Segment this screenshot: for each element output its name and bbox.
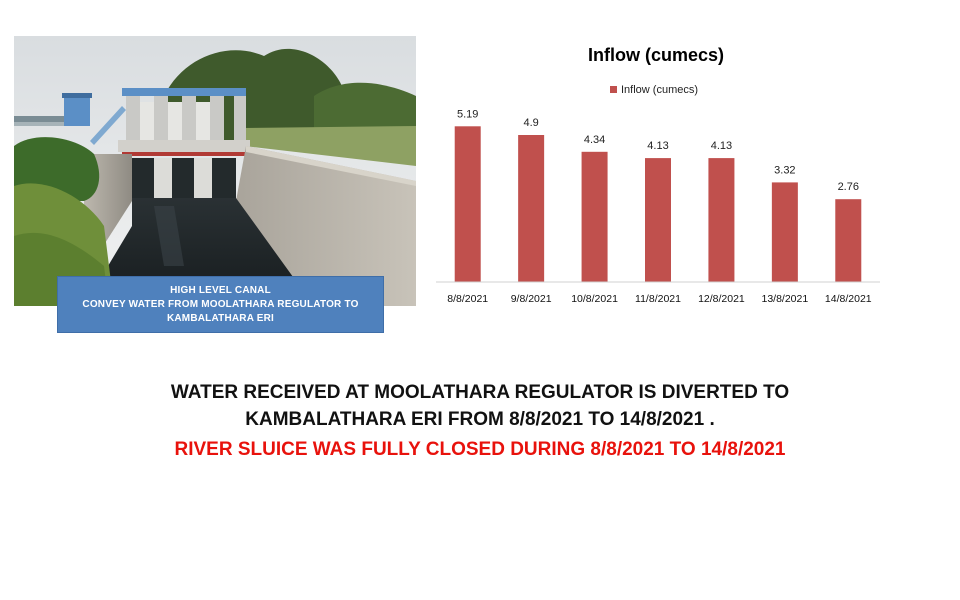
message-block: WATER RECEIVED AT MOOLATHARA REGULATOR I…: [0, 379, 960, 433]
bar-value-label-3: 4.34: [584, 134, 605, 146]
x-tick-label-5: 12/8/2021: [698, 293, 745, 305]
x-tick-label-2: 9/8/2021: [511, 293, 552, 305]
caption-line-1: HIGH LEVEL CANAL: [170, 284, 271, 296]
canal-photo-illustration: [14, 36, 416, 306]
bar-1: [454, 126, 481, 282]
bar-value-label-6: 3.32: [774, 164, 795, 176]
legend-swatch: [610, 86, 617, 93]
x-tick-label-7: 14/8/2021: [825, 293, 872, 305]
bar-6: [771, 182, 798, 282]
bar-value-label-4: 4.13: [647, 140, 668, 152]
message-highlight: RIVER SLUICE WAS FULLY CLOSED DURING 8/8…: [0, 436, 960, 463]
chart-bars: [454, 126, 862, 282]
caption-line-2: CONVEY WATER FROM MOOLATHARA REGULATOR T…: [82, 298, 359, 310]
bar-value-label-2: 4.9: [523, 117, 538, 129]
x-tick-label-3: 10/8/2021: [571, 293, 618, 305]
bar-value-label-7: 2.76: [838, 181, 859, 193]
bar-3: [581, 151, 608, 282]
x-tick-label-6: 13/8/2021: [761, 293, 808, 305]
chart-data-labels: 5.19 4.9 4.34 4.13 4.13 3.32 2.76: [457, 108, 859, 193]
bar-value-label-5: 4.13: [711, 140, 732, 152]
message-line-1: WATER RECEIVED AT MOOLATHARA REGULATOR I…: [170, 382, 790, 403]
x-tick-label-4: 11/8/2021: [635, 293, 681, 305]
x-tick-label-1: 8/8/2021: [447, 293, 488, 305]
caption-line-3: KAMBALATHARA ERI: [166, 312, 275, 324]
bar-5: [708, 158, 735, 282]
chart-title: Inflow (cumecs): [588, 45, 724, 65]
bar-2: [518, 135, 545, 282]
inflow-bar-chart: Inflow (cumecs) Inflow (cumecs) 5.19 4.9 4…: [436, 45, 880, 305]
bar-4: [645, 158, 671, 282]
bar-7: [835, 199, 862, 282]
legend-label: Inflow (cumecs): [621, 84, 698, 96]
canal-photo: [14, 36, 416, 306]
inflow-chart: Inflow (cumecs) Inflow (cumecs) 5.19 4.9 4…: [428, 36, 888, 316]
x-axis-tick-labels: 8/8/2021 9/8/2021 10/8/2021 11/8/2021 12/8/2…: [447, 293, 872, 305]
photo-caption: HIGH LEVEL CANAL CONVEY WATER FROM MOOLA…: [57, 276, 384, 333]
bar-value-label-1: 5.19: [457, 108, 478, 120]
message-line-2: KAMBALATHARA ERI FROM 8/8/2021 TO 14/8/2…: [245, 409, 715, 430]
chart-legend: Inflow (cumecs): [610, 84, 698, 96]
message-line-3: RIVER SLUICE WAS FULLY CLOSED DURING 8/8…: [174, 439, 786, 460]
